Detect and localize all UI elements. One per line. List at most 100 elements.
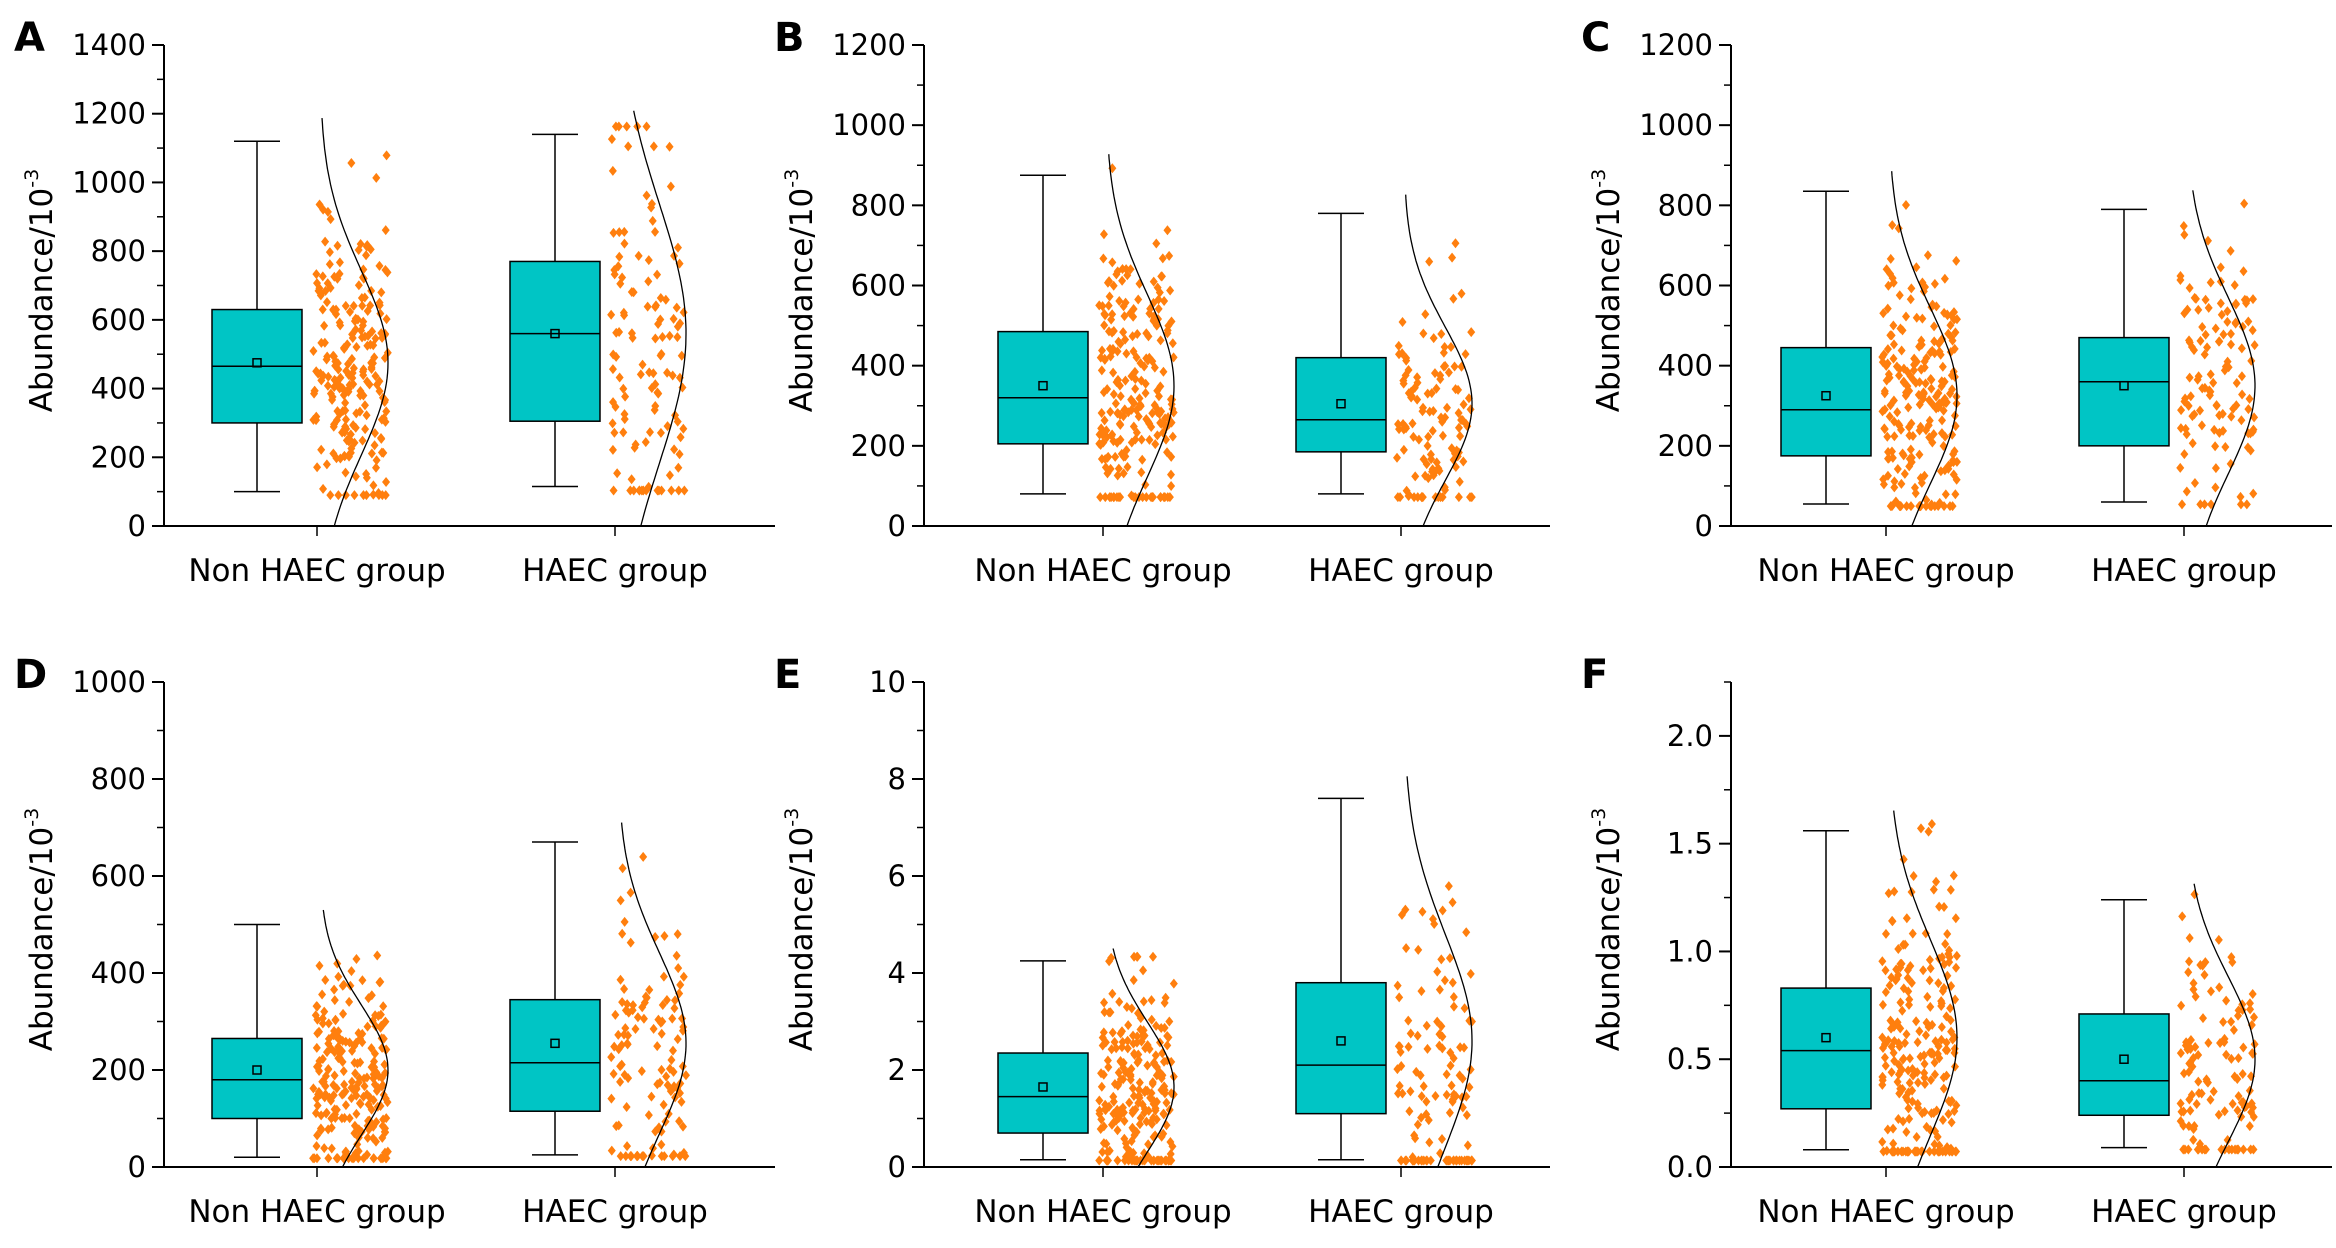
- box-iqr: [509, 998, 601, 1112]
- data-point: [334, 1053, 343, 1064]
- data-point: [376, 1009, 385, 1020]
- data-point: [1417, 1091, 1426, 1102]
- data-point: [318, 1076, 327, 1087]
- data-point: [1109, 389, 1118, 400]
- data-point: [621, 1151, 630, 1162]
- y-tick-label: 200: [91, 440, 146, 474]
- data-point: [1881, 965, 1890, 976]
- data-point: [330, 1070, 339, 1081]
- data-point: [1464, 393, 1473, 404]
- data-point: [1938, 415, 1947, 426]
- data-point: [2203, 1077, 2212, 1088]
- data-point: [1887, 1023, 1896, 1034]
- data-point: [1121, 375, 1130, 386]
- jitter-points: [1393, 238, 1476, 503]
- data-point: [677, 1096, 686, 1107]
- data-point: [369, 1153, 378, 1164]
- data-point: [1949, 449, 1958, 460]
- data-point: [1144, 331, 1153, 342]
- data-point: [313, 462, 322, 473]
- data-point: [375, 977, 384, 988]
- data-point: [346, 434, 355, 445]
- x-category-label: Non HAEC group: [974, 1194, 1231, 1230]
- jitter-points: [1095, 163, 1178, 503]
- data-point: [2176, 423, 2185, 434]
- data-point: [371, 1010, 380, 1021]
- data-point: [2236, 491, 2245, 502]
- data-point: [1428, 466, 1437, 477]
- data-point: [1149, 276, 1158, 287]
- data-point: [2242, 499, 2251, 510]
- data-point: [312, 1042, 321, 1053]
- data-point: [1879, 349, 1888, 360]
- data-point: [318, 989, 327, 1000]
- data-point: [1116, 1028, 1125, 1039]
- data-point: [1438, 1031, 1447, 1042]
- data-point: [1404, 388, 1413, 399]
- data-point: [1460, 1003, 1469, 1014]
- x-category-label: Non HAEC group: [1757, 553, 2014, 589]
- data-point: [1168, 431, 1177, 442]
- panel-C: C 0 200 400 600 800 1000 1200 Abundance/10-3 Non …: [1581, 15, 2332, 589]
- data-point: [2196, 499, 2205, 510]
- data-point: [1455, 1155, 1464, 1166]
- data-point: [1435, 984, 1444, 995]
- data-point: [380, 1059, 389, 1070]
- data-point: [1923, 991, 1932, 1002]
- data-point: [2182, 429, 2191, 440]
- data-point: [1437, 954, 1446, 965]
- data-point: [380, 352, 389, 363]
- data-point: [1884, 447, 1893, 458]
- data-point: [352, 1082, 361, 1093]
- data-point: [325, 247, 334, 258]
- data-point: [670, 995, 679, 1006]
- data-point: [1435, 1040, 1444, 1051]
- data-point: [1163, 328, 1172, 339]
- box-iqr: [997, 1052, 1089, 1134]
- data-point: [1896, 997, 1905, 1008]
- data-point: [330, 374, 339, 385]
- data-point: [1419, 328, 1428, 339]
- data-point: [670, 1003, 679, 1014]
- data-point: [362, 410, 371, 421]
- data-point: [1920, 362, 1929, 373]
- data-point: [1878, 1079, 1887, 1090]
- data-point: [2249, 294, 2258, 305]
- data-point: [1940, 393, 1949, 404]
- data-point: [1944, 328, 1953, 339]
- data-point: [2182, 486, 2191, 497]
- data-point: [313, 1153, 322, 1164]
- data-point: [1890, 476, 1899, 487]
- data-point: [1111, 451, 1120, 462]
- mean-marker: [1336, 1036, 1346, 1046]
- data-point: [607, 1052, 616, 1063]
- data-point: [2238, 1068, 2247, 1079]
- density-curve: [1112, 948, 1175, 1168]
- data-point: [1107, 1044, 1116, 1055]
- data-point: [1909, 365, 1918, 376]
- data-point: [1907, 977, 1916, 988]
- data-point: [1941, 938, 1950, 949]
- data-point: [1141, 1085, 1150, 1096]
- data-point: [1418, 906, 1427, 917]
- data-point: [1914, 1077, 1923, 1088]
- data-point: [315, 1055, 324, 1066]
- data-point: [1899, 377, 1908, 388]
- data-point: [1913, 1098, 1922, 1109]
- y-tick-label: 1000: [1639, 108, 1713, 142]
- data-point: [651, 379, 660, 390]
- data-point: [1918, 313, 1927, 324]
- data-point: [1425, 1137, 1434, 1148]
- data-point: [1890, 482, 1899, 493]
- data-point: [315, 1066, 324, 1077]
- data-point: [1465, 1082, 1474, 1093]
- data-point: [1902, 1127, 1911, 1138]
- data-point: [375, 300, 384, 311]
- data-point: [1129, 975, 1138, 986]
- data-point: [1921, 378, 1930, 389]
- data-point: [1426, 449, 1435, 460]
- data-point: [1883, 1124, 1892, 1135]
- data-point: [1393, 1064, 1402, 1075]
- data-point: [330, 984, 339, 995]
- data-point: [1401, 421, 1410, 432]
